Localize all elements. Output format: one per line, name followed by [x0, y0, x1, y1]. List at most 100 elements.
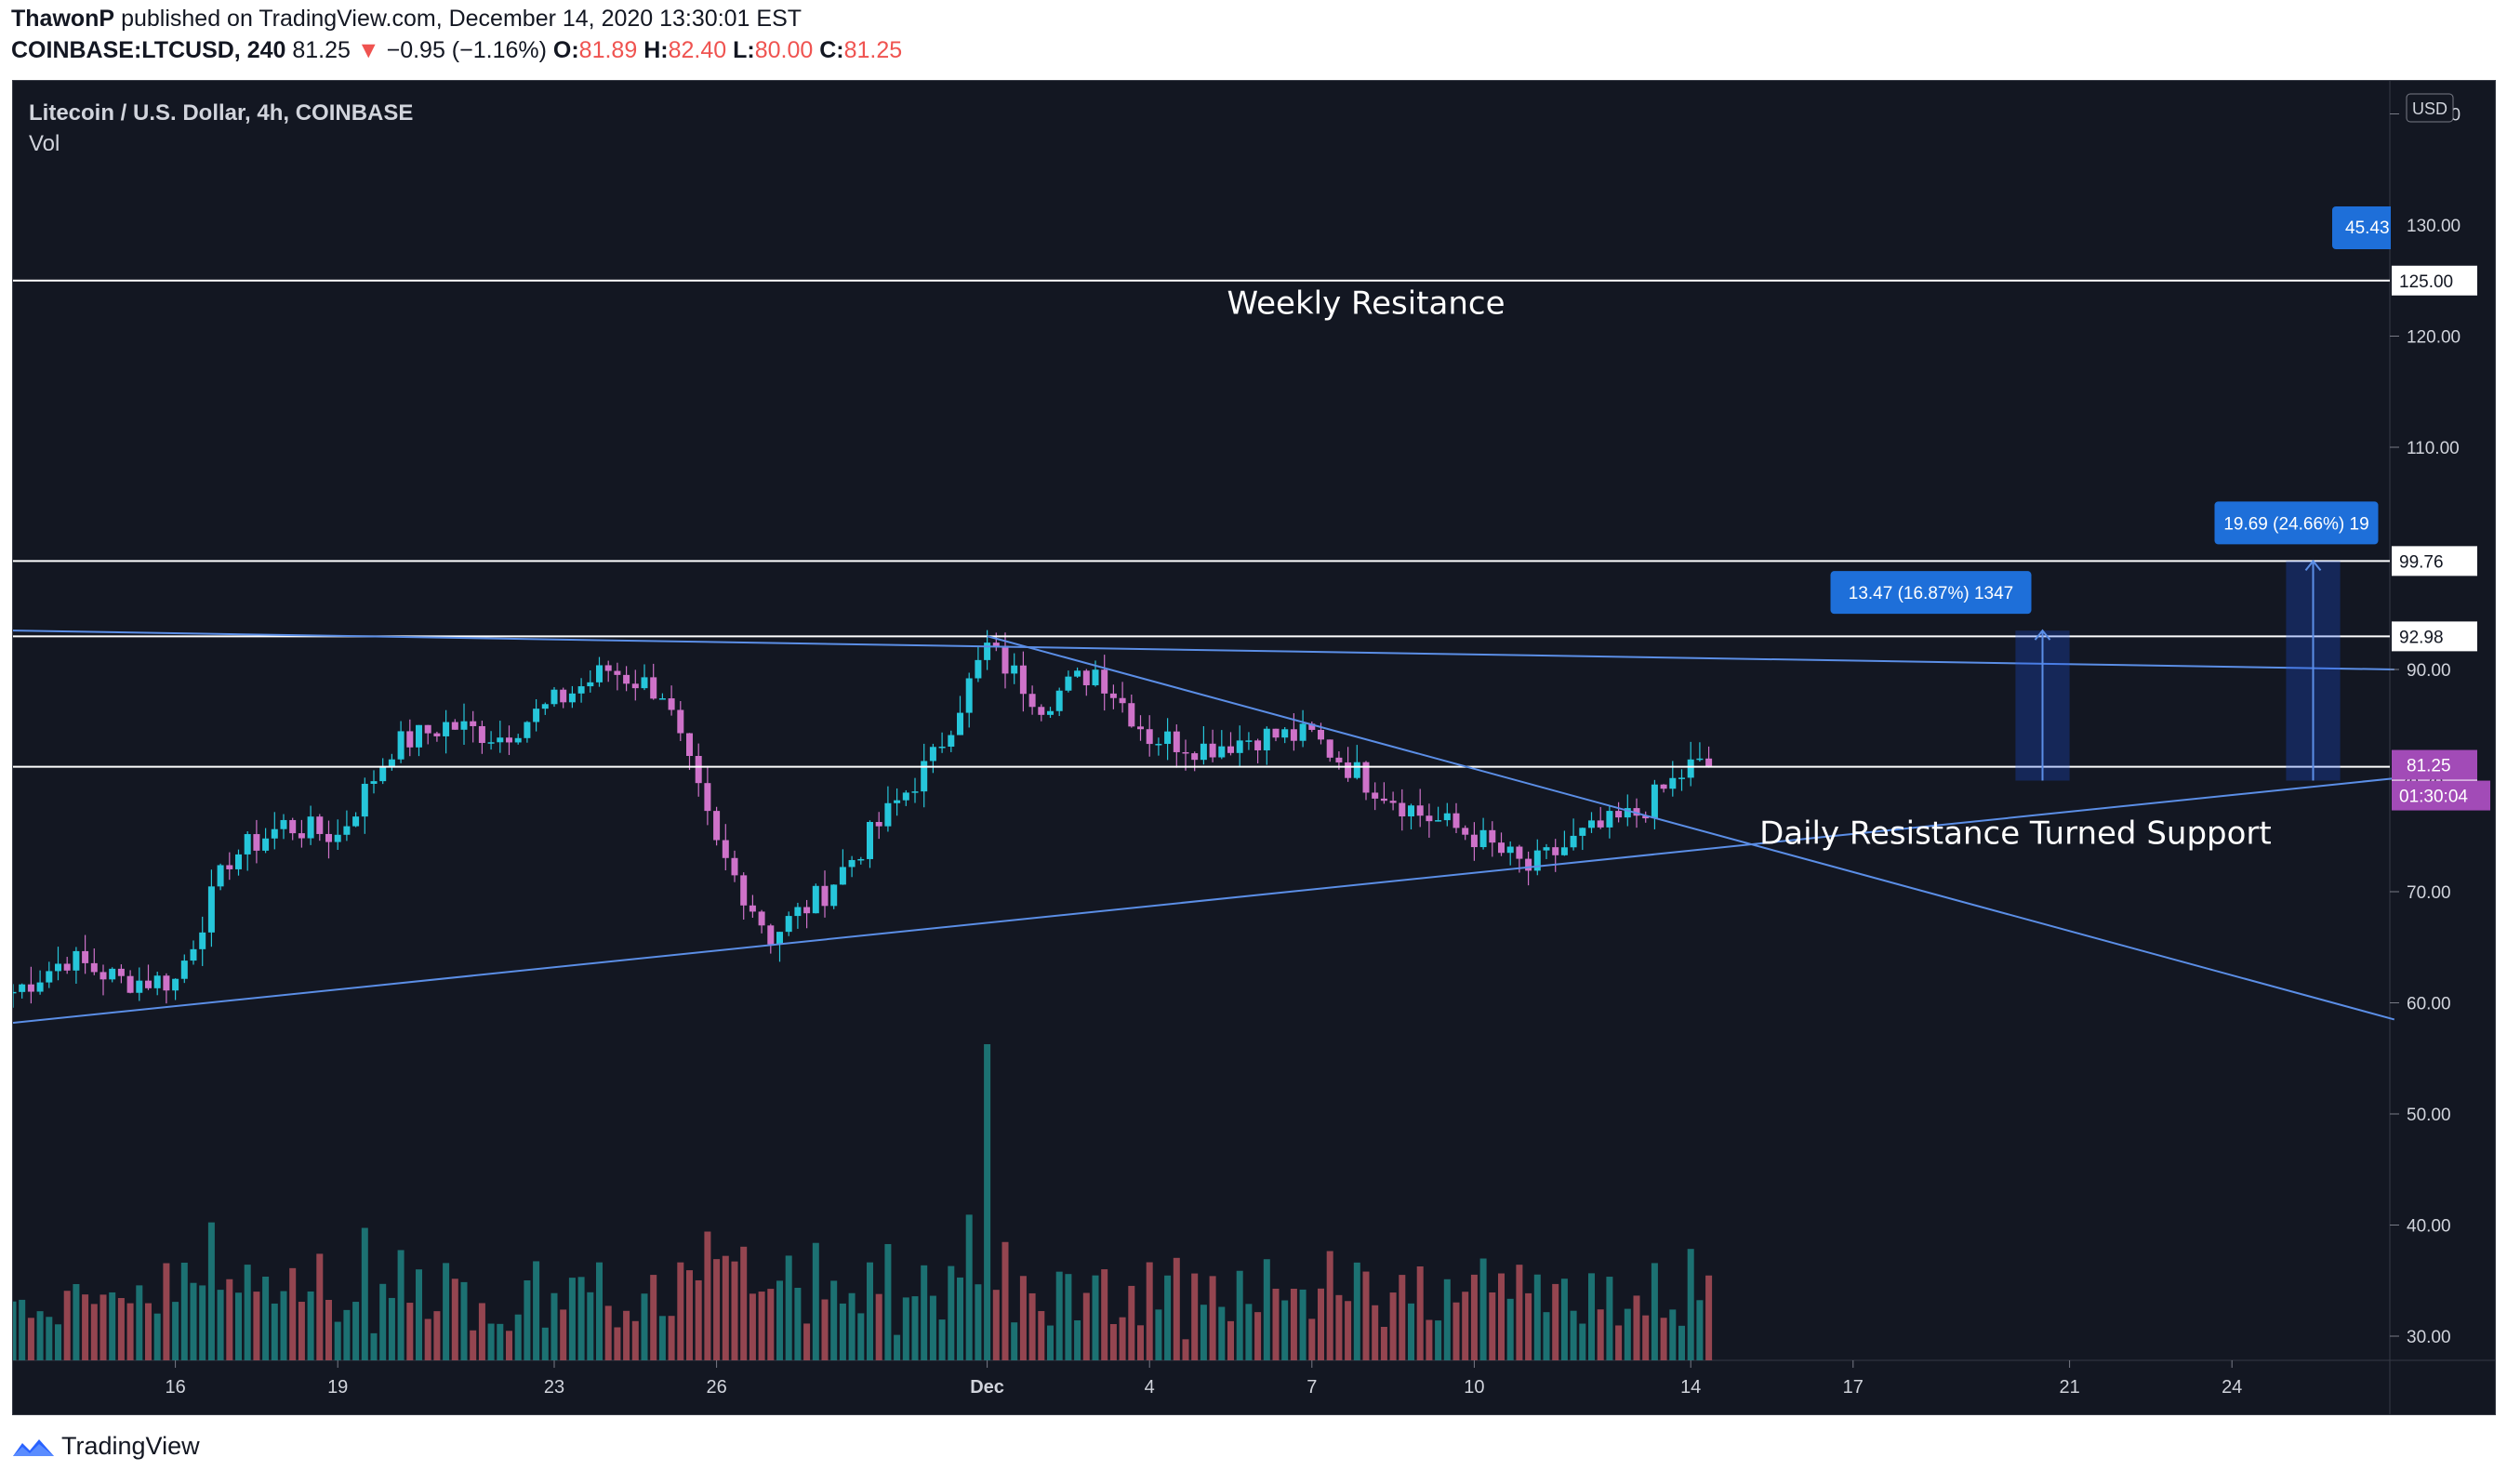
volume-bar — [867, 1262, 873, 1360]
candle-body — [1516, 846, 1523, 859]
candle-body — [884, 802, 892, 827]
candle-body — [1028, 694, 1036, 708]
time-tick-label: Dec — [970, 1377, 1004, 1398]
volume-bar — [1128, 1285, 1135, 1360]
open-value: 81.89 — [578, 37, 638, 63]
time-tick-label: 19 — [327, 1377, 348, 1398]
volume-bar — [839, 1303, 846, 1360]
chart-panel[interactable]: 13.47 (16.87%) 1347 19.69 (24.66%) 19 Week… — [12, 80, 2496, 1415]
candle-body — [506, 737, 512, 743]
high-label: H: — [643, 37, 669, 63]
volume-bar — [1137, 1325, 1144, 1360]
volume-bar — [136, 1285, 143, 1360]
volume-bar — [758, 1292, 765, 1360]
ohlc-bar: COINBASE:LTCUSD, 240 81.25 ▼ −0.95 (−1.1… — [11, 37, 902, 64]
volume-bar — [172, 1302, 179, 1360]
volume-bar — [90, 1304, 98, 1360]
volume-bar — [1119, 1317, 1126, 1360]
candle-body — [235, 854, 242, 869]
chart-legend-title: Litecoin / U.S. Dollar, 4h, COINBASE — [29, 100, 413, 126]
volume-bar — [1470, 1274, 1478, 1360]
candle-body — [695, 755, 702, 784]
price-tick-label: 90.00 — [2407, 661, 2451, 681]
footer-brand-label: TradingView — [61, 1432, 200, 1460]
volume-bar — [1272, 1288, 1280, 1360]
volume-bar — [604, 1305, 612, 1360]
volume-bar — [1182, 1339, 1189, 1360]
candle-body — [1038, 707, 1045, 715]
candle-body — [73, 950, 80, 971]
volume-bar — [235, 1292, 242, 1360]
volume-bar — [1696, 1300, 1704, 1360]
candle-body — [533, 709, 540, 722]
volume-bar — [984, 1044, 991, 1360]
volume-bar — [1498, 1273, 1505, 1360]
author-name[interactable]: ThawonP — [11, 6, 115, 32]
candle-body — [1065, 676, 1072, 691]
candle-body — [668, 698, 675, 710]
candle-body — [136, 980, 143, 993]
candle-body — [280, 819, 287, 829]
volume-bar — [812, 1242, 819, 1360]
chart-annotation: Daily Resistance Turned Support — [1759, 815, 2272, 853]
volume-bar — [406, 1303, 414, 1360]
candle-body — [1345, 762, 1352, 778]
volume-bar — [1236, 1270, 1243, 1360]
candle-body — [443, 722, 450, 736]
time-tick-label: 26 — [706, 1377, 726, 1398]
volume-bar — [1435, 1320, 1442, 1360]
candle-body — [406, 731, 414, 748]
candle-body — [1533, 850, 1541, 871]
candle-body — [1299, 723, 1307, 741]
chart-annotation: Weekly Resitance — [1227, 285, 1505, 323]
volume-bar — [316, 1253, 324, 1360]
candle-body — [1011, 665, 1018, 674]
volume-bar — [298, 1302, 305, 1360]
price-chart[interactable]: 13.47 (16.87%) 1347 19.69 (24.66%) 19 Week… — [13, 81, 2495, 1414]
currency-badge — [2406, 93, 2454, 123]
candle-body — [316, 816, 324, 834]
time-tick-label: 7 — [1307, 1377, 1317, 1398]
volume-bar — [27, 1318, 34, 1360]
last-price: 81.25 — [292, 37, 351, 63]
volume-bar — [73, 1283, 80, 1360]
volume-bar — [1335, 1294, 1343, 1360]
offscreen-measure-label: 45.43 — [2345, 219, 2390, 238]
price-tick-label: 110.00 — [2407, 439, 2460, 458]
candle-body — [1606, 811, 1613, 828]
volume-bar — [1552, 1283, 1559, 1360]
volume-bar — [190, 1282, 197, 1360]
volume-bar — [821, 1299, 829, 1360]
volume-bar — [1669, 1309, 1677, 1360]
candle-body — [560, 689, 567, 703]
volume-bar — [1462, 1292, 1469, 1360]
candle-body — [487, 742, 495, 744]
price-tick-label: 120.00 — [2407, 328, 2461, 348]
volume-bar — [1416, 1266, 1424, 1360]
price-tick-label: 60.00 — [2407, 995, 2451, 1014]
candle-body — [1462, 828, 1469, 835]
volume-bar — [99, 1294, 107, 1360]
volume-bar — [929, 1295, 936, 1360]
volume-bar — [587, 1292, 594, 1360]
candle-body — [307, 816, 314, 839]
volume-bar — [145, 1303, 152, 1360]
volume-bar — [1074, 1319, 1081, 1360]
volume-bar — [658, 1316, 666, 1360]
candle-body — [1651, 784, 1658, 819]
volume-bar — [63, 1291, 71, 1360]
volume-bar — [1345, 1301, 1352, 1360]
volume-bar — [1678, 1325, 1685, 1360]
time-tick-label: 23 — [544, 1377, 564, 1398]
footer-brand[interactable]: TradingView — [11, 1432, 200, 1461]
close-label: C: — [819, 37, 844, 63]
candle-body — [470, 721, 477, 726]
candle-body — [1506, 846, 1514, 854]
candle-body — [704, 783, 711, 812]
volume-bar — [443, 1263, 450, 1360]
candle-body — [55, 963, 61, 972]
volume-bar — [668, 1316, 675, 1360]
candle-body — [1399, 802, 1406, 817]
candle-body — [1389, 801, 1397, 803]
volume-bar — [938, 1319, 946, 1360]
